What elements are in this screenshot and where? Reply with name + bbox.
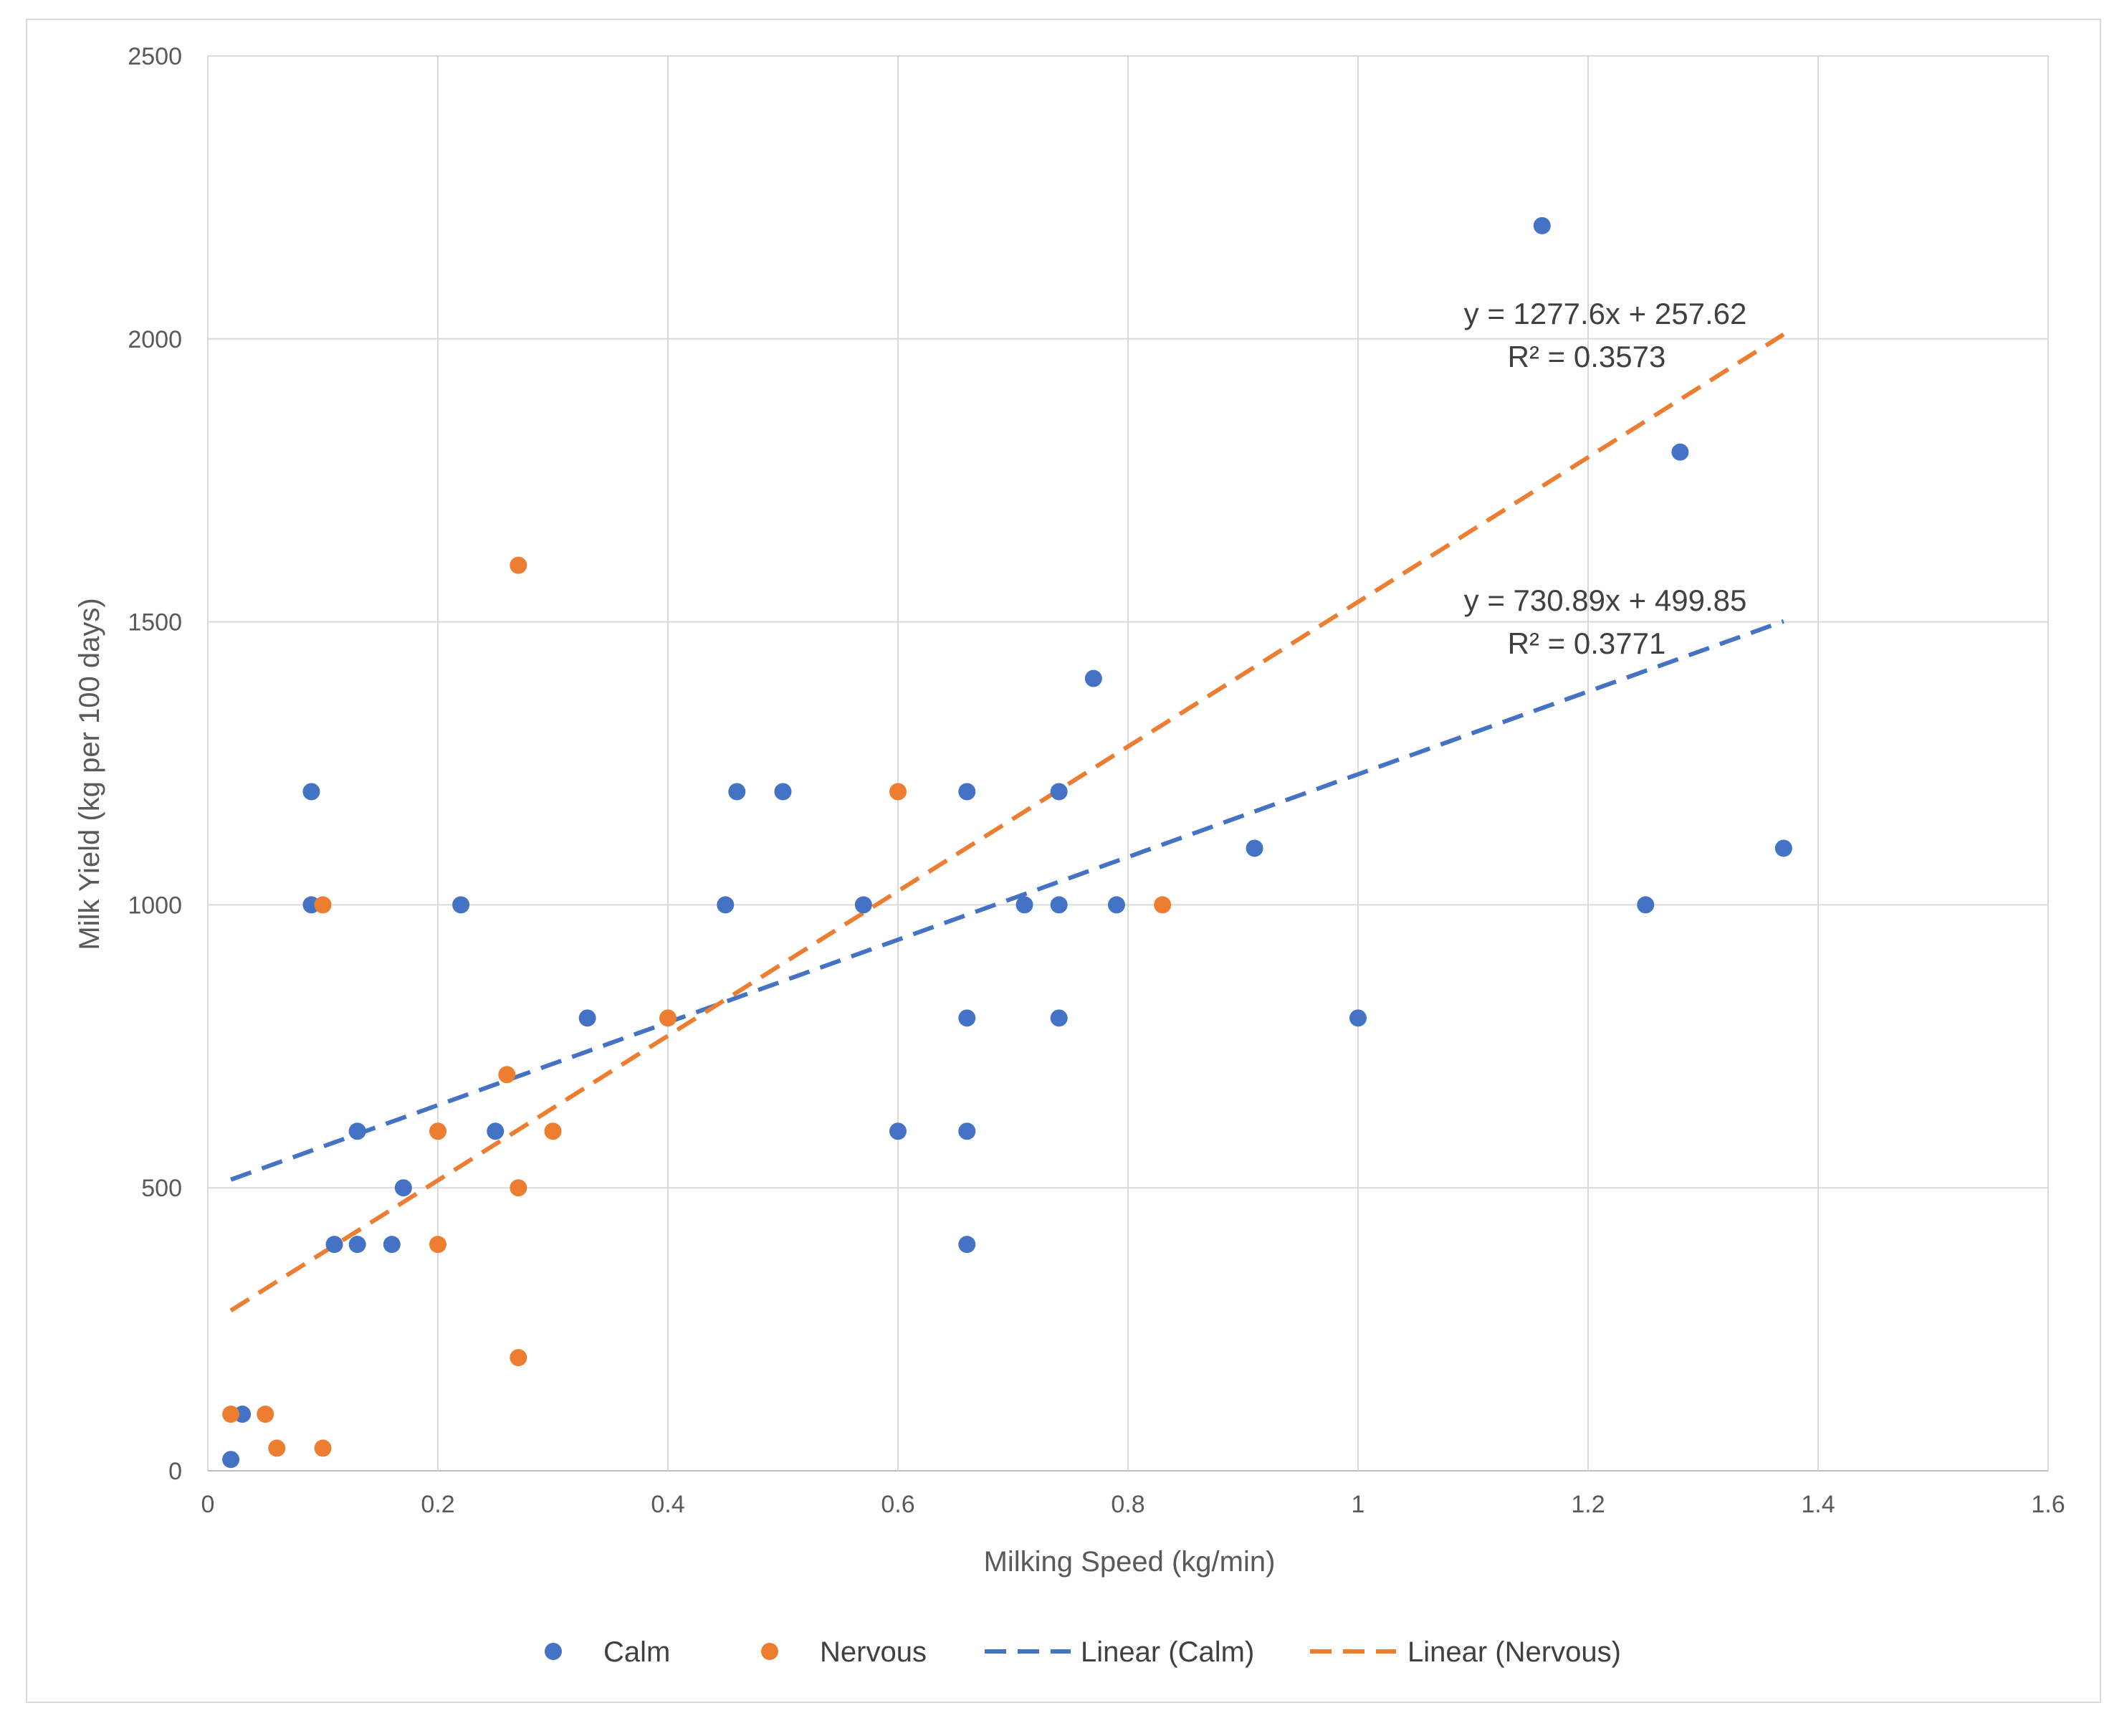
point-calm <box>958 1122 976 1140</box>
point-nervous <box>498 1066 516 1084</box>
y-tick-label: 2500 <box>128 43 182 70</box>
calm-r2-label: R² = 0.3771 <box>1508 626 1666 660</box>
y-tick-label: 1500 <box>128 609 182 636</box>
point-calm <box>487 1122 505 1140</box>
point-calm <box>1050 1009 1068 1027</box>
point-calm <box>958 1009 976 1027</box>
data-points <box>222 216 1792 1469</box>
point-calm <box>889 1122 907 1140</box>
point-calm <box>394 1179 412 1197</box>
point-nervous <box>257 1406 274 1423</box>
point-calm <box>302 783 320 801</box>
point-calm <box>578 1009 596 1027</box>
point-calm <box>717 896 735 914</box>
x-tick-label: 1 <box>1352 1491 1365 1518</box>
point-nervous <box>268 1439 286 1457</box>
nervous-r2-label: R² = 0.3573 <box>1508 340 1666 373</box>
legend-calm-label: Calm <box>603 1636 670 1668</box>
point-nervous <box>889 783 907 801</box>
point-calm <box>325 1236 343 1254</box>
calm-equation-label: y = 730.89x + 499.85 <box>1464 583 1747 617</box>
point-calm <box>854 896 872 914</box>
point-calm <box>774 783 792 801</box>
point-nervous <box>544 1122 562 1140</box>
x-tick-label: 0.8 <box>1111 1491 1144 1518</box>
point-nervous <box>510 556 527 574</box>
trendlines <box>229 332 1785 1312</box>
point-nervous <box>510 1179 527 1197</box>
legend-nervous-label: Nervous <box>820 1636 927 1668</box>
x-tick-label: 0.4 <box>651 1491 684 1518</box>
point-nervous <box>510 1349 527 1367</box>
y-tick-label: 2000 <box>128 326 182 353</box>
point-calm <box>1774 839 1792 857</box>
point-calm <box>1246 839 1263 857</box>
point-nervous <box>659 1009 677 1027</box>
nervous-equation-label: y = 1277.6x + 257.62 <box>1464 297 1747 330</box>
point-calm <box>958 783 976 801</box>
trendline-nervous <box>229 332 1785 1312</box>
legend-linear-calm-label: Linear (Calm) <box>1081 1636 1254 1668</box>
point-calm <box>958 1236 976 1254</box>
point-calm <box>1050 783 1068 801</box>
y-axis-title: Milk Yield (kg per 100 days) <box>74 598 105 950</box>
point-calm <box>222 1451 240 1469</box>
legend-calm-marker <box>545 1643 562 1660</box>
point-calm <box>1050 896 1068 914</box>
tick-labels: 0 500 1000 1500 2000 2500 0 0.2 0.4 0.6 0.8 1 1.2 1.4… <box>128 43 2065 1518</box>
point-calm <box>1107 896 1125 914</box>
x-tick-label: 1.4 <box>1801 1491 1835 1518</box>
x-tick-label: 0.2 <box>421 1491 454 1518</box>
point-calm <box>728 783 746 801</box>
trendline-calm <box>230 619 1784 1182</box>
point-calm <box>1671 443 1689 461</box>
x-axis-title: Milking Speed (kg/min) <box>984 1546 1276 1578</box>
gridlines <box>207 55 2049 1472</box>
point-nervous <box>1154 896 1172 914</box>
point-calm <box>348 1122 366 1140</box>
point-calm <box>383 1236 401 1254</box>
legend-nervous-marker <box>761 1643 778 1660</box>
y-tick-label: 500 <box>141 1175 182 1202</box>
point-calm <box>452 896 470 914</box>
point-nervous <box>429 1122 446 1140</box>
point-nervous <box>222 1406 240 1423</box>
point-nervous <box>314 1439 332 1457</box>
x-tick-label: 1.2 <box>1571 1491 1605 1518</box>
point-calm <box>1637 896 1655 914</box>
point-calm <box>1084 669 1102 687</box>
legend-linear-nervous-label: Linear (Nervous) <box>1407 1636 1621 1668</box>
x-tick-label: 1.6 <box>2031 1491 2065 1518</box>
legend: Calm Nervous Linear (Calm) Linear (Nervo… <box>545 1636 1621 1668</box>
point-nervous <box>429 1236 446 1254</box>
y-tick-label: 1000 <box>128 892 182 919</box>
x-tick-label: 0.6 <box>881 1491 914 1518</box>
point-calm <box>348 1236 366 1254</box>
point-calm <box>1533 216 1551 234</box>
point-calm <box>1015 896 1033 914</box>
point-nervous <box>314 896 332 914</box>
point-calm <box>1349 1009 1367 1027</box>
chart-frame <box>26 19 2101 1703</box>
y-tick-label: 0 <box>168 1458 182 1485</box>
x-tick-label: 0 <box>201 1491 215 1518</box>
